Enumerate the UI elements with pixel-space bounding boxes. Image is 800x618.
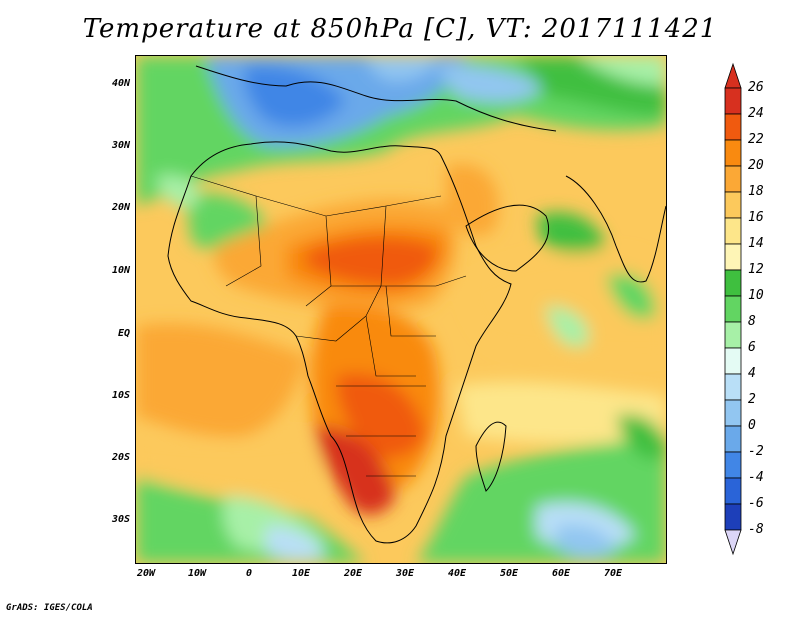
colorbar-segment xyxy=(724,373,742,401)
colorbar-segment xyxy=(724,477,742,505)
colorbar-segment xyxy=(724,451,742,479)
colorbar-segment xyxy=(724,217,742,245)
colorbar-segment xyxy=(724,243,742,271)
india-coastline xyxy=(565,175,666,283)
lon-tick: 60E xyxy=(551,568,571,579)
colorbar-label: -4 xyxy=(748,470,764,485)
colorbar-label: 20 xyxy=(748,158,764,173)
colorbar-segment xyxy=(724,347,742,375)
colorbar-label: 2 xyxy=(748,392,756,407)
colorbar-segment xyxy=(724,191,742,219)
colorbar-label: -8 xyxy=(748,522,764,537)
colorbar-segment xyxy=(724,503,742,531)
colorbar-segment xyxy=(724,399,742,427)
colorbar-label: 14 xyxy=(748,236,764,251)
map-canvas xyxy=(136,56,666,563)
lon-tick: 10E xyxy=(291,568,311,579)
colorbar-label: -6 xyxy=(748,496,764,511)
colorbar-segment xyxy=(724,165,742,193)
country-borders xyxy=(190,175,467,477)
lat-tick: 10N xyxy=(111,265,130,276)
colorbar-label: 26 xyxy=(748,80,764,95)
colorbar-label: 8 xyxy=(748,314,756,329)
lon-tick: 30E xyxy=(395,568,415,579)
colorbar-label: 6 xyxy=(748,340,756,355)
lon-tick: 10W xyxy=(187,568,207,579)
colorbar xyxy=(724,62,742,556)
colorbar-segment xyxy=(724,113,742,141)
colorbar-label: 10 xyxy=(748,288,764,303)
colorbar-label: 12 xyxy=(748,262,764,277)
colorbar-label: 22 xyxy=(748,132,764,147)
footer-credit: GrADS: IGES/COLA xyxy=(6,603,93,613)
colorbar-top-arrow xyxy=(724,62,742,89)
lat-tick: 30N xyxy=(111,140,130,151)
colorbar-label: 18 xyxy=(748,184,764,199)
lat-tick: 10S xyxy=(111,390,130,401)
lon-tick: 50E xyxy=(499,568,519,579)
colorbar-segment xyxy=(724,269,742,297)
colorbar-label: 16 xyxy=(748,210,764,225)
lat-tick: EQ xyxy=(117,328,130,339)
coastlines xyxy=(167,65,666,544)
colorbar-segment xyxy=(724,321,742,349)
lat-tick: 40N xyxy=(111,78,130,89)
africa-coastline xyxy=(167,141,512,544)
colorbar-bottom-arrow xyxy=(724,529,742,556)
madagascar-coastline xyxy=(475,421,507,492)
colorbar-segment xyxy=(724,87,742,115)
lat-tick: 20N xyxy=(111,202,130,213)
colorbar-segment xyxy=(724,295,742,323)
lon-tick: 20W xyxy=(136,568,156,579)
lon-tick: 0 xyxy=(245,568,253,579)
colorbar-segment xyxy=(724,139,742,167)
colorbar-label: 24 xyxy=(748,106,764,121)
colorbar-label: 0 xyxy=(748,418,756,433)
map-title: Temperature at 850hPa [C], VT: 201711142… xyxy=(82,14,718,44)
colorbar-label: -2 xyxy=(748,444,764,459)
lon-tick: 70E xyxy=(603,568,623,579)
lon-tick: 20E xyxy=(343,568,363,579)
arabia-coastline xyxy=(465,204,550,272)
lat-tick: 20S xyxy=(111,452,130,463)
colorbar-label: 4 xyxy=(748,366,756,381)
colorbar-segment xyxy=(724,425,742,453)
lon-tick: 40E xyxy=(447,568,467,579)
temperature-field xyxy=(136,56,666,563)
lat-tick: 30S xyxy=(111,514,130,525)
temperature-map xyxy=(135,55,667,564)
europe-coastline xyxy=(195,65,557,132)
